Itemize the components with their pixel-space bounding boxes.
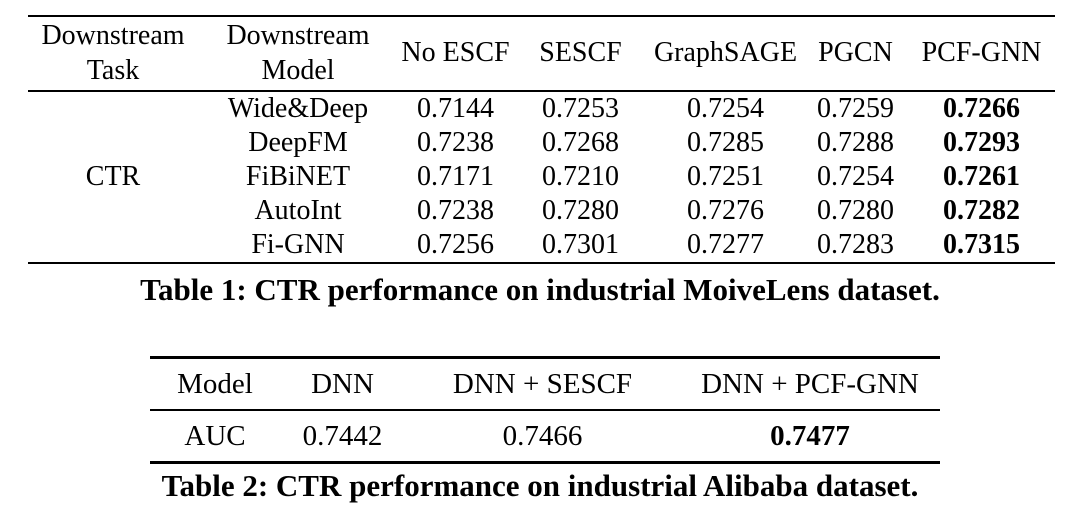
cell-value: 0.7171 [417, 161, 494, 192]
cell-value: 0.7280 [542, 195, 619, 226]
cell-value-best: 0.7477 [770, 419, 850, 452]
cell-value: 0.7254 [687, 93, 764, 124]
cell-value: 0.7466 [502, 419, 583, 452]
cell-value-best: 0.7282 [943, 195, 1020, 226]
table1-ctr-movielens: Downstream Task Downstream Model No ESCF… [28, 15, 1055, 264]
col-header-pgcn: PGCN [803, 16, 908, 92]
col-header-downstream-model: Downstream Model [198, 16, 398, 92]
table2-header-row: Model DNN DNN + SESCF DNN + PCF-GNN [150, 357, 940, 411]
cell-value: 0.7144 [417, 93, 494, 124]
cell-value: 0.7256 [417, 229, 494, 260]
cell-value: 0.7442 [302, 419, 383, 452]
col-header-dnn-pcf-gnn: DNN + PCF-GNN [680, 357, 940, 411]
col-header-dnn-sescf: DNN + SESCF [405, 357, 680, 411]
cell-value: 0.7280 [817, 195, 894, 226]
cell-model: FiBiNET [245, 161, 351, 192]
cell-value: 0.7210 [542, 161, 619, 192]
col-header-model: Model [150, 357, 280, 411]
cell-value: 0.7283 [817, 229, 894, 260]
cell-value-best: 0.7266 [943, 93, 1020, 124]
cell-value-best: 0.7315 [943, 229, 1020, 260]
cell-model: Wide&Deep [227, 93, 369, 124]
table-row: AutoInt 0.7238 0.7280 0.7276 0.7280 0.72… [28, 194, 1055, 228]
cell-metric-auc: AUC [184, 419, 246, 452]
cell-model: DeepFM [248, 127, 348, 158]
table1-header: Downstream Task Downstream Model No ESCF… [28, 16, 1055, 92]
col-header-sescf: SESCF [513, 16, 648, 92]
col-header-graphsage: GraphSAGE [648, 16, 803, 92]
col-header-dnn: DNN [280, 357, 405, 411]
cell-value: 0.7253 [542, 93, 619, 124]
table-row: AUC 0.7442 0.7466 0.7477 [150, 410, 940, 463]
cell-value: 0.7238 [417, 127, 494, 158]
cell-value-best: 0.7293 [943, 127, 1020, 158]
cell-task-ctr: CTR [85, 161, 141, 192]
cell-model: AutoInt [254, 195, 342, 226]
cell-value: 0.7276 [687, 195, 764, 226]
col-header-downstream-task: Downstream Task [28, 16, 198, 92]
table-row: FiBiNET 0.7171 0.7210 0.7251 0.7254 0.72… [28, 160, 1055, 194]
table1-header-row: Downstream Task Downstream Model No ESCF… [28, 16, 1055, 92]
cell-value: 0.7254 [817, 161, 894, 192]
cell-value-best: 0.7261 [943, 161, 1020, 192]
cell-model: Fi-GNN [251, 229, 345, 260]
cell-value: 0.7301 [542, 229, 619, 260]
table-row: DeepFM 0.7238 0.7268 0.7285 0.7288 0.729… [28, 126, 1055, 160]
table2-header: Model DNN DNN + SESCF DNN + PCF-GNN [150, 357, 940, 411]
table2-body: AUC 0.7442 0.7466 0.7477 [150, 410, 940, 463]
table1-body: CTR Wide&Deep 0.7144 0.7253 0.7254 0.725… [28, 91, 1055, 263]
table2-caption: Table 2: CTR performance on industrial A… [161, 468, 919, 503]
table2-ctr-alibaba: Model DNN DNN + SESCF DNN + PCF-GNN AUC … [150, 356, 940, 464]
table1-caption: Table 1: CTR performance on industrial M… [140, 272, 940, 307]
table-row: Fi-GNN 0.7256 0.7301 0.7277 0.7283 0.731… [28, 228, 1055, 263]
cell-value: 0.7288 [817, 127, 894, 158]
cell-value: 0.7238 [417, 195, 494, 226]
cell-value: 0.7268 [542, 127, 619, 158]
cell-value: 0.7259 [817, 93, 894, 124]
col-header-pcf-gnn: PCF-GNN [908, 16, 1055, 92]
table-row: CTR Wide&Deep 0.7144 0.7253 0.7254 0.725… [28, 91, 1055, 192]
cell-value: 0.7285 [687, 127, 764, 158]
col-header-no-escf: No ESCF [398, 16, 513, 92]
cell-value: 0.7251 [687, 161, 764, 192]
cell-value: 0.7277 [687, 229, 764, 260]
